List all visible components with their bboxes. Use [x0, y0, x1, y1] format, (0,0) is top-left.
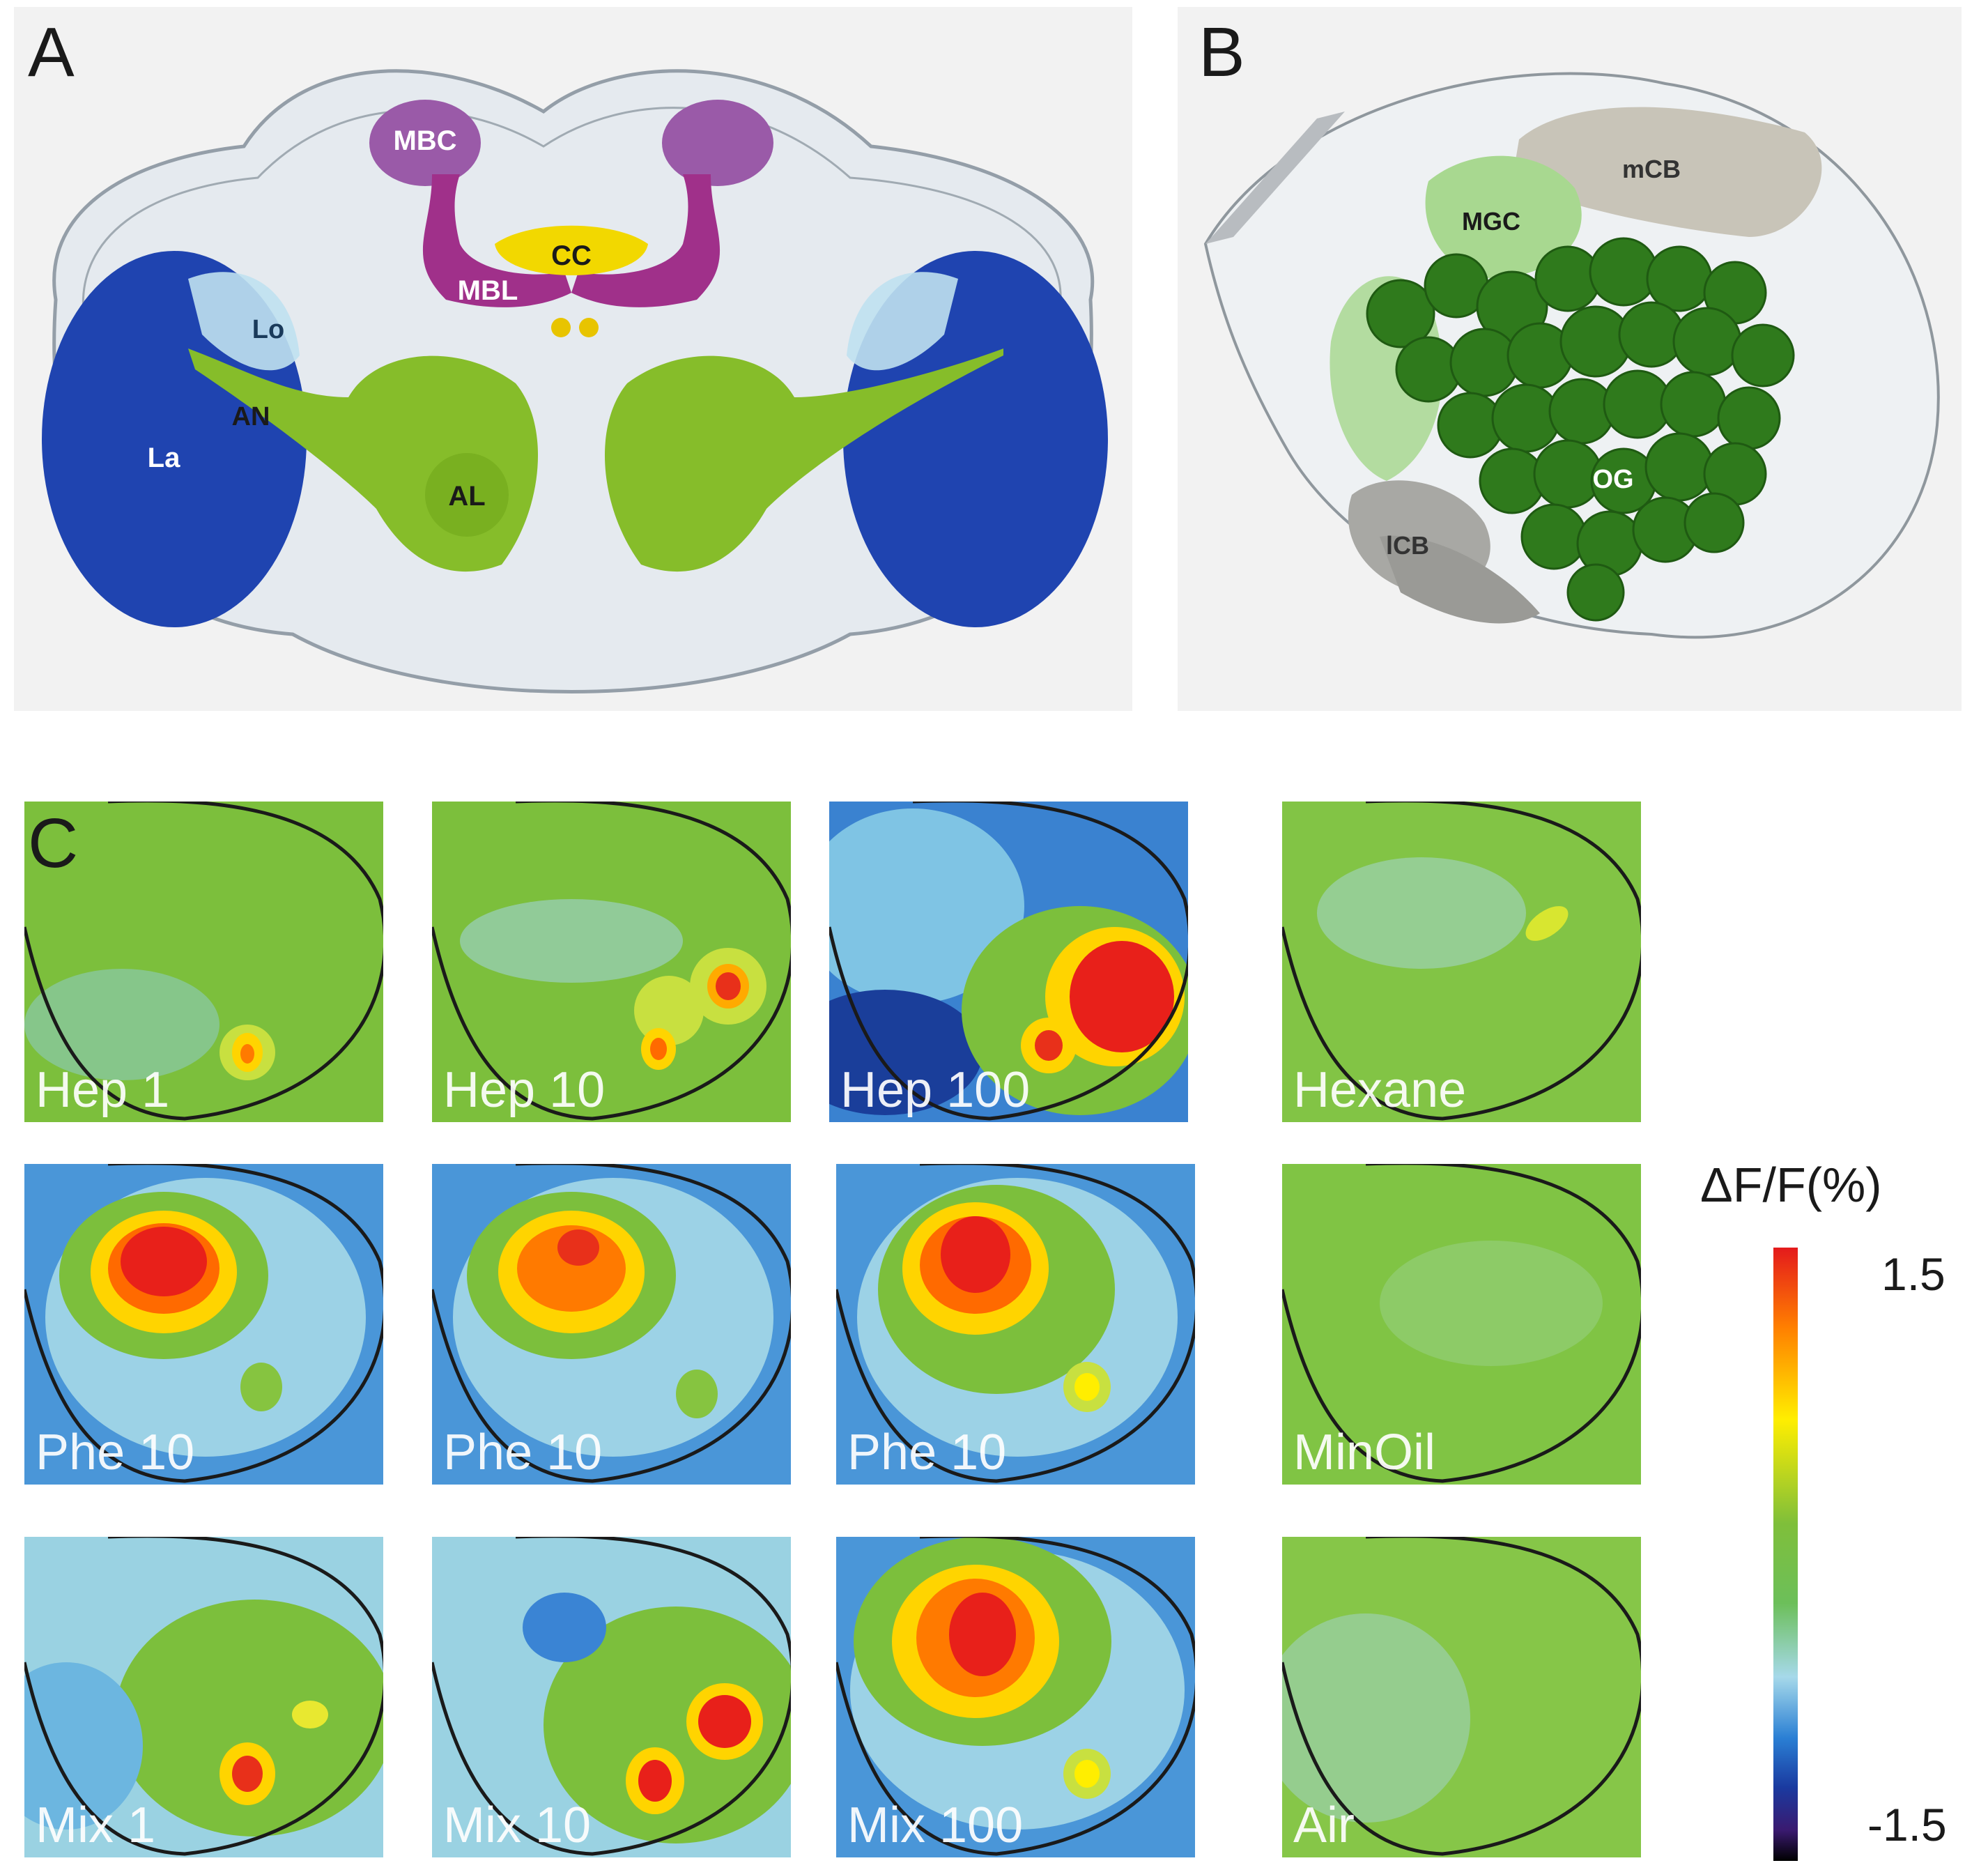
heatmap-mix-10: Mix 10 [432, 1537, 791, 1857]
heatmap-label: Mix 100 [847, 1797, 1024, 1853]
label-mgc: MGC [1462, 207, 1520, 236]
label-an: AN [232, 402, 270, 431]
label-lo: Lo [252, 315, 284, 344]
heatmap-hep-1: Hep 1 [24, 802, 383, 1122]
label-al: AL [448, 481, 485, 512]
panel-b-antennal-lobe-render: mCB MGC OG lCB [1178, 7, 1962, 711]
heatmap-phe-10-a: Phe 10 [24, 1164, 383, 1485]
heatmap-phe-10-b: Phe 10 [432, 1164, 791, 1485]
heatmap-label: Phe 10 [847, 1425, 1007, 1480]
heatmap-label: Mix 1 [36, 1797, 156, 1853]
colorbar-max-label: 1.5 [1881, 1248, 1945, 1300]
heatmap-hexane: Hexane [1282, 802, 1641, 1122]
panel-c-letter: C [28, 804, 79, 882]
heatmap-label: Hep 100 [840, 1062, 1031, 1118]
heatmap-minoil: MinOil [1282, 1164, 1641, 1485]
colorbar-title: ΔF/F(%) [1700, 1158, 1882, 1212]
heatmap-air: Air [1282, 1537, 1641, 1857]
heatmap-label: Mix 10 [443, 1797, 592, 1853]
colorbar-min-label: -1.5 [1867, 1799, 1947, 1850]
label-la: La [148, 443, 180, 473]
heatmap-label: Hep 10 [443, 1062, 606, 1118]
heatmap-label: Phe 10 [443, 1425, 603, 1480]
label-lcb: lCB [1386, 531, 1429, 560]
heatmap-mix-100: Mix 100 [836, 1537, 1195, 1857]
colorbar [1773, 1248, 1798, 1861]
heatmap-label: Hep 1 [36, 1062, 170, 1118]
label-og: OG [1592, 465, 1633, 494]
panel-b-letter: B [1199, 13, 1245, 91]
label-mbl: MBL [458, 275, 518, 306]
heatmap-phe-10-c: Phe 10 [836, 1164, 1195, 1485]
heatmap-hep-100: Hep 100 [829, 802, 1188, 1122]
panel-a-brain-render: MBC CC MBL Lo AN La AL [14, 7, 1132, 711]
label-cc: CC [551, 240, 592, 271]
heatmap-label: MinOil [1293, 1425, 1436, 1480]
panel-a-illustration: MBC CC MBL Lo AN La AL [42, 69, 1108, 693]
panel-a-letter: A [28, 13, 75, 91]
heatmap-label: Air [1293, 1797, 1355, 1853]
label-mbc: MBC [393, 125, 456, 156]
label-mcb: mCB [1622, 155, 1681, 183]
heatmap-label: Hexane [1293, 1062, 1467, 1118]
heatmap-label: Phe 10 [36, 1425, 195, 1480]
heatmap-mix-1: Mix 1 [24, 1537, 383, 1857]
heatmap-hep-10: Hep 10 [432, 802, 791, 1122]
panel-b-illustration: mCB MGC OG lCB [1203, 72, 1940, 639]
